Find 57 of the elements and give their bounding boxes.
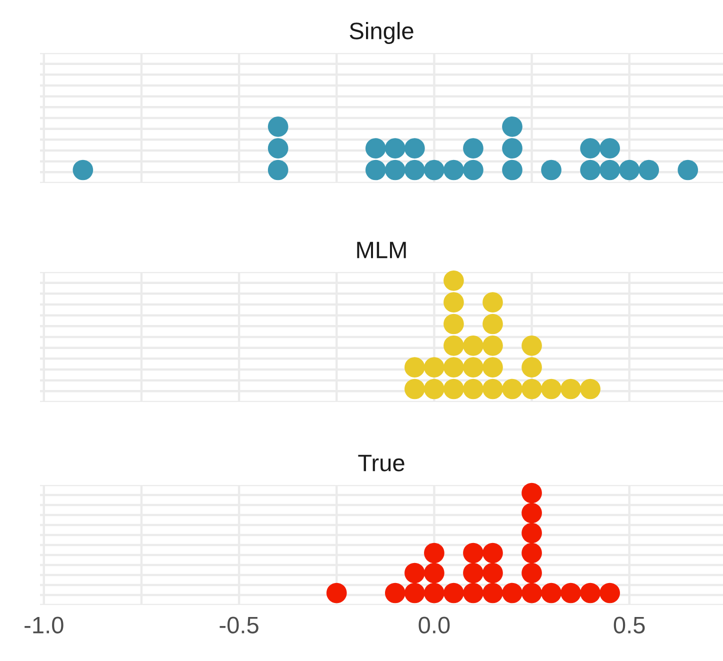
point (522, 582, 542, 604)
point (560, 378, 581, 400)
point (600, 582, 620, 604)
x-tick-label: 0.0 (418, 616, 450, 634)
point (580, 378, 600, 400)
chart-title: True (358, 454, 404, 472)
point (444, 292, 464, 313)
point (444, 582, 464, 604)
point (522, 335, 542, 356)
point (482, 562, 503, 584)
point (482, 292, 503, 313)
point (522, 502, 542, 524)
point (463, 582, 484, 604)
point (404, 582, 425, 604)
x-tick-label: -1.0 (24, 616, 64, 634)
point (482, 357, 503, 378)
point (463, 357, 484, 378)
chart-title: Single (350, 22, 414, 44)
point (444, 357, 464, 378)
point (482, 582, 503, 604)
point (404, 378, 425, 400)
point (502, 582, 522, 604)
point (502, 378, 522, 400)
point (522, 378, 542, 400)
point (463, 542, 484, 564)
point (522, 542, 542, 564)
point (560, 582, 581, 604)
point (424, 542, 444, 564)
chart-title: MLM (357, 242, 406, 258)
point (522, 357, 542, 378)
point (580, 582, 600, 604)
point (444, 335, 464, 356)
point (326, 582, 347, 604)
point (522, 482, 542, 504)
point (384, 582, 406, 604)
point (444, 270, 464, 291)
point (522, 522, 542, 544)
point (463, 378, 484, 400)
point (463, 335, 484, 356)
point (424, 357, 444, 378)
point (444, 378, 464, 400)
point (541, 582, 562, 604)
x-tick-label: 0.5 (614, 616, 645, 634)
point (404, 357, 425, 378)
point (482, 542, 503, 564)
point (522, 562, 542, 584)
point (541, 378, 562, 400)
point (482, 378, 503, 400)
point (424, 378, 444, 400)
point (424, 562, 444, 584)
point (404, 562, 425, 584)
point (424, 582, 444, 604)
x-tick-label: -0.5 (220, 616, 258, 634)
point (463, 562, 484, 584)
point (482, 314, 503, 334)
point (444, 314, 464, 334)
point (482, 335, 503, 356)
